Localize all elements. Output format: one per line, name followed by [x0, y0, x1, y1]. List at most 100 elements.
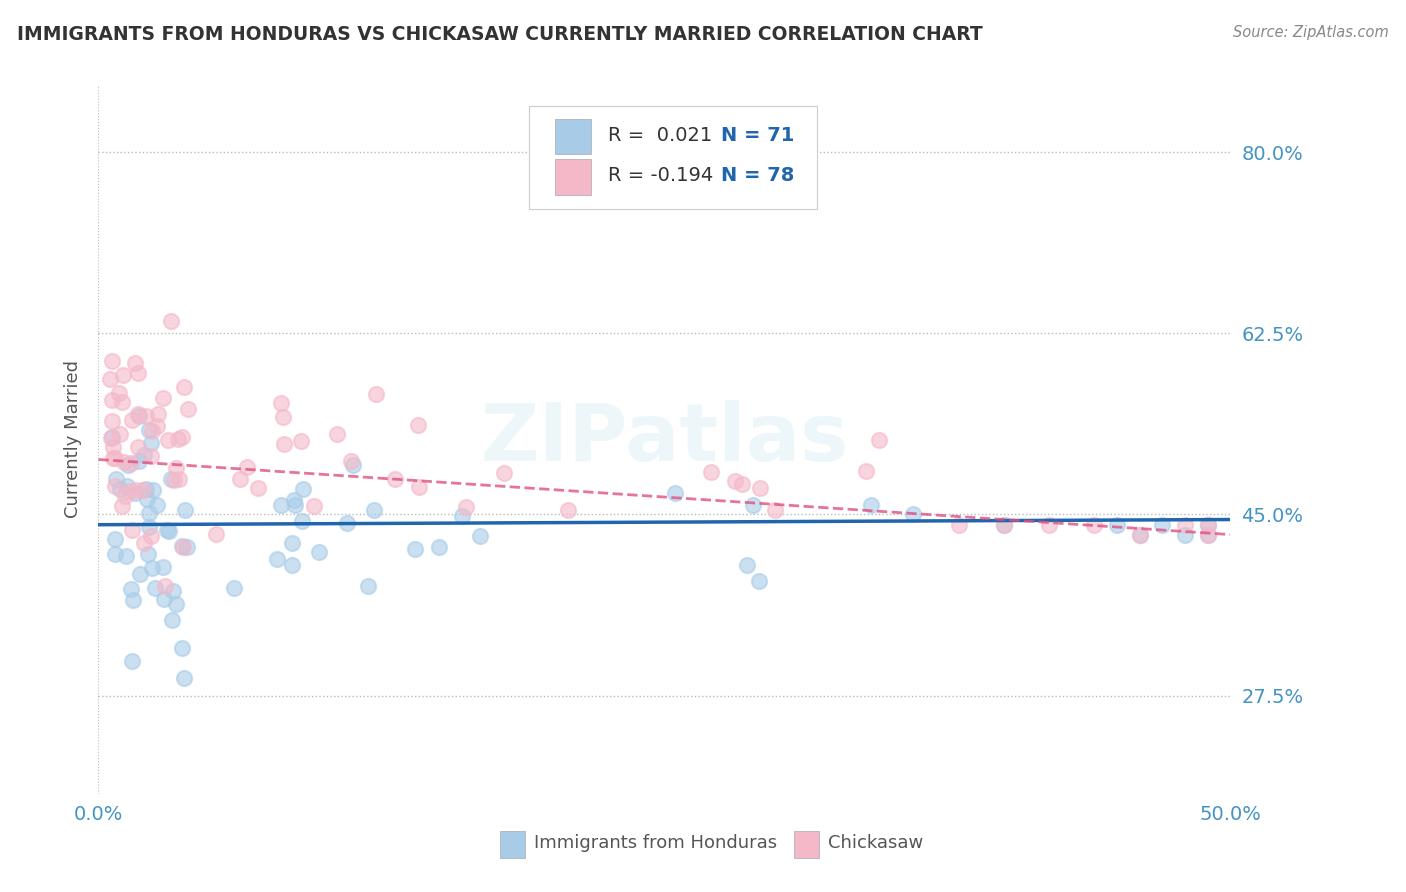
Point	[284, 498, 307, 512]
Point	[128, 454, 150, 468]
Point	[855, 464, 877, 478]
Point	[141, 436, 163, 450]
Point	[141, 528, 163, 542]
Point	[108, 385, 131, 400]
FancyBboxPatch shape	[529, 106, 817, 209]
Point	[117, 458, 139, 473]
Point	[281, 558, 304, 572]
Point	[120, 582, 142, 596]
Point	[993, 517, 1015, 532]
Point	[100, 372, 122, 386]
Point	[136, 547, 159, 561]
Point	[110, 427, 132, 442]
Point	[121, 654, 143, 668]
Point	[156, 524, 179, 538]
Point	[128, 409, 150, 423]
Point	[157, 433, 180, 447]
Bar	[554, 119, 591, 154]
Point	[1174, 517, 1197, 532]
Point	[404, 541, 426, 556]
Point	[104, 478, 127, 492]
Point	[115, 549, 138, 563]
Point	[135, 491, 157, 506]
Point	[141, 561, 163, 575]
Text: IMMIGRANTS FROM HONDURAS VS CHICKASAW CURRENTLY MARRIED CORRELATION CHART: IMMIGRANTS FROM HONDURAS VS CHICKASAW CU…	[17, 25, 983, 44]
Bar	[794, 830, 820, 858]
Point	[160, 313, 183, 327]
Point	[162, 583, 184, 598]
Point	[104, 547, 127, 561]
Point	[104, 533, 127, 547]
Y-axis label: Currently Married: Currently Married	[63, 360, 82, 518]
Point	[127, 440, 149, 454]
Point	[101, 450, 124, 465]
Point	[152, 591, 174, 606]
Point	[731, 476, 754, 491]
Point	[142, 483, 165, 498]
Point	[114, 489, 136, 503]
Point	[454, 500, 477, 514]
Point	[101, 353, 124, 368]
Text: R =  0.021: R = 0.021	[607, 126, 711, 145]
Point	[135, 482, 157, 496]
Point	[124, 356, 146, 370]
Point	[366, 386, 388, 401]
Point	[146, 498, 169, 512]
Point	[1174, 528, 1197, 542]
Point	[749, 481, 772, 495]
Point	[1197, 517, 1219, 532]
Point	[141, 424, 163, 438]
Point	[173, 380, 195, 394]
Point	[229, 472, 252, 486]
Text: N = 71: N = 71	[721, 126, 794, 145]
Point	[1038, 517, 1060, 532]
Point	[132, 483, 155, 498]
Point	[159, 472, 181, 486]
Point	[326, 426, 349, 441]
Point	[111, 368, 134, 382]
Point	[167, 472, 190, 486]
Point	[340, 453, 363, 467]
Point	[291, 515, 314, 529]
Point	[127, 366, 149, 380]
Point	[121, 523, 143, 537]
Point	[157, 524, 180, 539]
Point	[165, 461, 187, 475]
Point	[384, 473, 406, 487]
Point	[104, 472, 127, 486]
Point	[1152, 517, 1174, 532]
Point	[112, 455, 135, 469]
Point	[664, 486, 686, 500]
Text: Immigrants from Honduras: Immigrants from Honduras	[534, 834, 778, 852]
Point	[132, 536, 155, 550]
Point	[104, 451, 127, 466]
Point	[125, 483, 148, 498]
Point	[143, 581, 166, 595]
Point	[153, 579, 176, 593]
Point	[176, 541, 198, 555]
Point	[111, 395, 134, 409]
Point	[138, 423, 160, 437]
Point	[204, 526, 226, 541]
Point	[124, 485, 146, 500]
Point	[427, 540, 450, 554]
Point	[557, 503, 579, 517]
Point	[118, 484, 141, 499]
Point	[100, 414, 122, 428]
Point	[170, 430, 193, 444]
Point	[868, 433, 890, 447]
Point	[167, 432, 190, 446]
Point	[246, 481, 269, 495]
Point	[290, 434, 312, 448]
Point	[139, 449, 162, 463]
Point	[281, 535, 304, 549]
Point	[1129, 528, 1152, 542]
Point	[1197, 528, 1219, 542]
Point	[903, 508, 925, 522]
Point	[763, 503, 786, 517]
Point	[146, 407, 169, 421]
Text: N = 78: N = 78	[721, 166, 794, 185]
Point	[138, 506, 160, 520]
Point	[100, 392, 122, 407]
Point	[172, 540, 194, 554]
